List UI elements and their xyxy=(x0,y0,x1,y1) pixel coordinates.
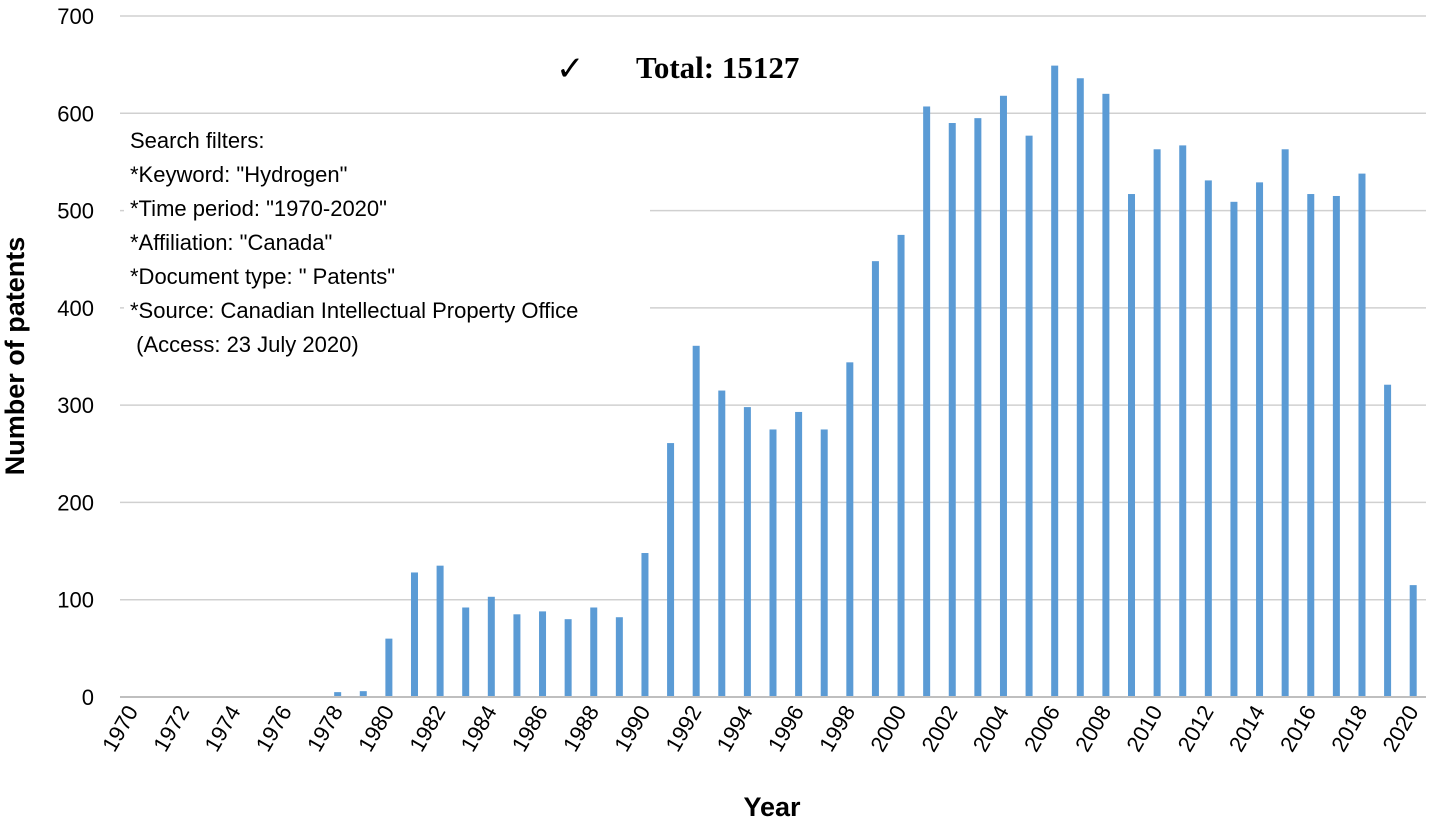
y-tick-label: 100 xyxy=(57,588,94,613)
x-tick-label: 1970 xyxy=(97,701,143,756)
bar-2006 xyxy=(1051,65,1059,697)
filter-time-period: *Time period: "1970-2020" xyxy=(130,196,387,221)
bar-2007 xyxy=(1076,78,1084,697)
y-tick-label: 400 xyxy=(57,296,94,321)
bar-1994 xyxy=(743,407,751,697)
filter-document-type: *Document type: " Patents" xyxy=(130,264,395,289)
x-tick-label: 1992 xyxy=(660,701,706,756)
bar-2019 xyxy=(1384,384,1392,697)
y-tick-label: 500 xyxy=(57,199,94,224)
total-label: Total: 15127 xyxy=(636,50,799,85)
filters-heading: Search filters: xyxy=(130,128,265,153)
bar-2012 xyxy=(1204,180,1212,698)
x-tick-label: 2010 xyxy=(1121,701,1167,756)
x-tick-label: 2014 xyxy=(1224,701,1270,756)
x-tick-label: 1974 xyxy=(199,701,245,756)
x-tick-label: 2000 xyxy=(865,701,911,756)
x-tick-label: 1980 xyxy=(353,701,399,756)
bar-2003 xyxy=(974,118,982,697)
bar-1979 xyxy=(359,691,367,697)
bar-2009 xyxy=(1128,194,1136,698)
bar-2020 xyxy=(1409,585,1417,697)
bar-1981 xyxy=(410,572,418,697)
bar-1987 xyxy=(564,619,572,697)
y-tick-label: 300 xyxy=(57,393,94,418)
x-tick-label: 1984 xyxy=(456,701,502,756)
y-tick-label: 0 xyxy=(82,685,94,710)
search-filters-annotation: Search filters: *Keyword: "Hydrogen" *Ti… xyxy=(130,128,578,357)
x-tick-label: 1988 xyxy=(558,701,604,756)
annotation-background xyxy=(124,120,650,365)
bar-2018 xyxy=(1358,173,1366,698)
bar-1982 xyxy=(436,565,444,697)
bar-1986 xyxy=(539,611,547,697)
x-tick-label: 1972 xyxy=(148,701,194,756)
bar-2004 xyxy=(999,95,1007,697)
bar-1985 xyxy=(513,614,521,697)
bar-2017 xyxy=(1332,195,1340,697)
bar-1991 xyxy=(667,443,675,697)
y-tick-label: 600 xyxy=(57,101,94,126)
y-tick-labels: 0 100 200 300 400 500 600 700 xyxy=(57,4,94,710)
filter-affiliation: *Affiliation: "Canada" xyxy=(130,230,332,255)
bar-1978 xyxy=(334,692,342,697)
x-tick-label: 1994 xyxy=(712,701,758,756)
bars-group xyxy=(282,65,1417,698)
bar-2014 xyxy=(1256,182,1264,697)
bar-1995 xyxy=(769,429,777,697)
y-tick-label: 700 xyxy=(57,4,94,29)
bar-1998 xyxy=(846,362,854,697)
bar-2011 xyxy=(1179,145,1187,697)
bar-1989 xyxy=(615,617,623,697)
x-tick-label: 2008 xyxy=(1070,701,1116,756)
x-tick-label: 2012 xyxy=(1173,701,1219,756)
x-tick-label: 1978 xyxy=(302,701,348,756)
bar-2008 xyxy=(1102,93,1110,698)
bar-1996 xyxy=(795,411,803,697)
x-tick-label: 1990 xyxy=(609,701,655,756)
filter-access-date: (Access: 23 July 2020) xyxy=(130,332,359,357)
x-tick-label: 2020 xyxy=(1377,701,1423,756)
bar-1992 xyxy=(692,345,700,697)
bar-1980 xyxy=(385,638,393,697)
bar-2002 xyxy=(948,123,956,697)
x-tick-label: 2006 xyxy=(1019,701,1065,756)
filter-keyword: *Keyword: "Hydrogen" xyxy=(130,162,347,187)
bar-2005 xyxy=(1025,135,1033,697)
x-tick-label: 2002 xyxy=(916,701,962,756)
check-icon: ✓ xyxy=(556,49,585,89)
x-tick-label: 1982 xyxy=(404,701,450,756)
x-tick-labels: 1970 1972 1974 1976 1978 1980 1982 1984 1986 1988… xyxy=(97,701,1424,756)
bar-1997 xyxy=(820,429,828,697)
y-tick-label: 200 xyxy=(57,490,94,515)
bar-1984 xyxy=(487,596,495,697)
bar-2016 xyxy=(1307,194,1315,698)
x-tick-label: 1998 xyxy=(814,701,860,756)
filter-source: *Source: Canadian Intellectual Property … xyxy=(130,298,578,323)
bar-1990 xyxy=(641,553,649,697)
bar-1993 xyxy=(718,390,726,697)
bar-2010 xyxy=(1153,149,1161,697)
bar-1988 xyxy=(590,607,598,697)
x-tick-label: 2016 xyxy=(1275,701,1321,756)
x-tick-label: 2018 xyxy=(1326,701,1372,756)
y-axis-title: Number of patents xyxy=(0,237,30,476)
bar-2000 xyxy=(897,234,905,697)
x-tick-label: 1986 xyxy=(507,701,553,756)
x-tick-label: 1996 xyxy=(763,701,809,756)
x-tick-label: 2004 xyxy=(968,701,1014,756)
bar-1999 xyxy=(871,261,879,697)
x-axis-title: Year xyxy=(743,792,801,822)
bar-2013 xyxy=(1230,201,1238,697)
bar-1983 xyxy=(462,607,470,697)
x-tick-label: 1976 xyxy=(251,701,297,756)
bar-2001 xyxy=(923,106,931,698)
bar-2015 xyxy=(1281,149,1289,697)
